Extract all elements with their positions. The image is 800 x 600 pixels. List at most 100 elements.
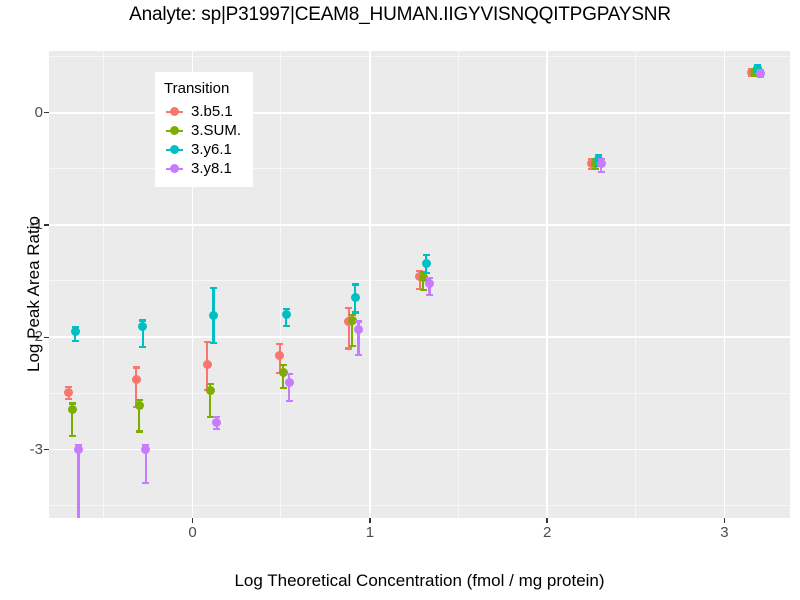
- legend-item-label: 3.y6.1: [191, 141, 232, 158]
- error-bar-cap: [206, 383, 214, 386]
- gridline-major-vertical: [191, 51, 194, 518]
- y-tick-label: -3: [29, 440, 43, 458]
- data-point: [67, 404, 77, 414]
- data-point: [418, 273, 428, 283]
- legend-key-icon: [164, 140, 185, 159]
- data-point: [212, 418, 222, 428]
- gridline-major-vertical: [369, 51, 371, 518]
- error-bar-cap: [210, 341, 217, 344]
- gridline-major-horizontal: [49, 336, 790, 339]
- error-bar-cap: [419, 271, 427, 274]
- error-bar-cap: [135, 430, 143, 433]
- error-bar: [209, 384, 212, 417]
- error-bar-cap: [345, 306, 353, 310]
- legend-key-icon: [164, 121, 185, 140]
- legend-item-3-y8-1[interactable]: 3.y8.1: [164, 159, 241, 178]
- error-bar-cap: [65, 397, 73, 401]
- error-bar: [357, 321, 360, 356]
- error-bar-cap: [135, 399, 143, 402]
- gridline-major-horizontal: [49, 224, 790, 226]
- error-bar-cap: [139, 319, 147, 322]
- gridline-minor-vertical: [103, 51, 105, 518]
- legend-item-label: 3.SUM.: [191, 122, 242, 139]
- error-bar: [347, 308, 351, 349]
- y-tick-label: -1: [29, 216, 43, 233]
- x-tick-label: 2: [542, 524, 552, 541]
- data-point: [756, 68, 766, 78]
- data-point: [347, 315, 357, 325]
- error-bar-cap: [425, 293, 433, 296]
- error-bar: [70, 403, 74, 437]
- gridline-major-vertical: [546, 51, 548, 518]
- y-axis-title: Log Peak Area Ratio: [24, 216, 43, 372]
- error-bar: [351, 314, 354, 347]
- gridline-minor-horizontal: [49, 168, 790, 170]
- gridline-minor-horizontal: [49, 55, 790, 57]
- legend-item-3-b5-1[interactable]: 3.b5.1: [164, 102, 241, 121]
- y-tick-label: -2: [29, 328, 43, 346]
- legend-title: Transition: [164, 80, 230, 97]
- gridline-minor-horizontal: [49, 504, 790, 506]
- y-tick-label: 0: [34, 103, 43, 121]
- data-point: [131, 375, 141, 385]
- x-tick-mark: [191, 518, 194, 523]
- error-bar-cap: [279, 364, 287, 367]
- legend-key-icon: [164, 102, 185, 121]
- y-tick-mark: [44, 224, 49, 226]
- y-tick-mark: [44, 112, 49, 114]
- error-bar-cap: [285, 373, 293, 376]
- error-bar-cap: [348, 313, 356, 316]
- error-bar-cap: [206, 415, 214, 419]
- error-bar: [144, 445, 147, 484]
- legend-item-label: 3.b5.1: [191, 103, 233, 120]
- data-point: [284, 377, 294, 387]
- error-bar-cap: [597, 171, 605, 174]
- error-bar-cap: [285, 400, 293, 403]
- error-bar-cap: [276, 342, 284, 346]
- error-bar-cap: [419, 289, 427, 292]
- error-bar-cap: [345, 347, 353, 350]
- data-point: [134, 401, 144, 411]
- error-bar-cap: [425, 276, 433, 279]
- data-point: [209, 311, 218, 321]
- legend-item-3-y6-1[interactable]: 3.y6.1: [164, 140, 241, 159]
- legend-key-icon: [164, 159, 185, 178]
- data-point: [350, 293, 360, 303]
- page-title: Analyte: sp|P31997|CEAM8_HUMAN.IIGYVISNQ…: [129, 4, 671, 25]
- error-bar-cap: [71, 339, 79, 342]
- data-point: [138, 321, 148, 331]
- error-bar-cap: [65, 385, 73, 388]
- data-point: [70, 327, 80, 337]
- data-point: [590, 158, 600, 168]
- error-bar-cap: [68, 402, 76, 405]
- error-bar-cap: [213, 415, 221, 419]
- x-axis-title: Log Theoretical Concentration (fmol / mg…: [234, 571, 605, 590]
- data-point: [596, 158, 606, 168]
- data-point: [275, 350, 285, 360]
- error-bar-cap: [351, 311, 359, 314]
- error-bar-cap: [132, 366, 140, 369]
- error-bar-cap: [355, 320, 363, 323]
- gridline-minor-horizontal: [49, 392, 790, 394]
- legend: Transition 3.b5.1 3.SUM. 3.y6.1 3.y8.1: [155, 72, 254, 187]
- error-bar-cap: [279, 386, 287, 389]
- x-tick-mark: [546, 518, 548, 523]
- legend-items: 3.b5.1 3.SUM. 3.y6.1 3.y8.1: [164, 102, 241, 178]
- data-point: [278, 367, 288, 377]
- error-bar-cap: [351, 283, 359, 286]
- error-bar-cap: [416, 269, 424, 273]
- gridline-minor-vertical: [634, 51, 636, 518]
- error-bar: [138, 400, 141, 432]
- legend-item-3-sum-[interactable]: 3.SUM.: [164, 121, 241, 140]
- x-tick-label: 0: [188, 524, 197, 541]
- data-point: [424, 278, 434, 288]
- error-bar-cap: [416, 287, 424, 291]
- error-bar: [141, 320, 144, 348]
- gridline-minor-vertical: [280, 51, 282, 518]
- data-point: [141, 445, 151, 455]
- error-bar-cap: [591, 167, 599, 170]
- gridline-major-vertical: [723, 51, 726, 518]
- error-bar: [77, 445, 80, 518]
- data-point: [202, 359, 212, 369]
